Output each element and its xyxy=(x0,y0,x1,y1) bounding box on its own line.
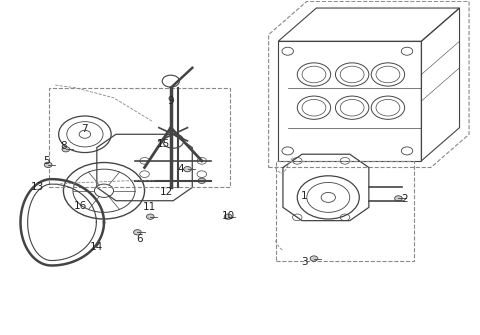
Text: 4: 4 xyxy=(177,164,184,174)
Circle shape xyxy=(224,214,232,219)
Circle shape xyxy=(44,162,52,168)
Text: 11: 11 xyxy=(143,202,156,212)
Text: 3: 3 xyxy=(301,257,308,267)
Text: 14: 14 xyxy=(90,242,104,252)
Circle shape xyxy=(146,214,154,219)
Circle shape xyxy=(198,178,205,184)
Text: 16: 16 xyxy=(73,201,87,211)
Text: 7: 7 xyxy=(82,124,88,134)
Text: 6: 6 xyxy=(136,234,143,244)
Text: 5: 5 xyxy=(43,156,50,166)
Text: 9: 9 xyxy=(168,96,174,106)
Text: 13: 13 xyxy=(31,183,44,192)
Text: 10: 10 xyxy=(221,211,235,221)
Text: 15: 15 xyxy=(157,139,170,149)
Text: 12: 12 xyxy=(159,187,173,197)
Circle shape xyxy=(395,196,402,201)
Circle shape xyxy=(62,147,70,152)
Circle shape xyxy=(184,166,192,172)
Circle shape xyxy=(310,256,318,261)
Text: 1: 1 xyxy=(301,191,308,201)
Circle shape xyxy=(133,229,141,235)
Text: 2: 2 xyxy=(401,194,408,204)
Text: 8: 8 xyxy=(60,141,67,151)
